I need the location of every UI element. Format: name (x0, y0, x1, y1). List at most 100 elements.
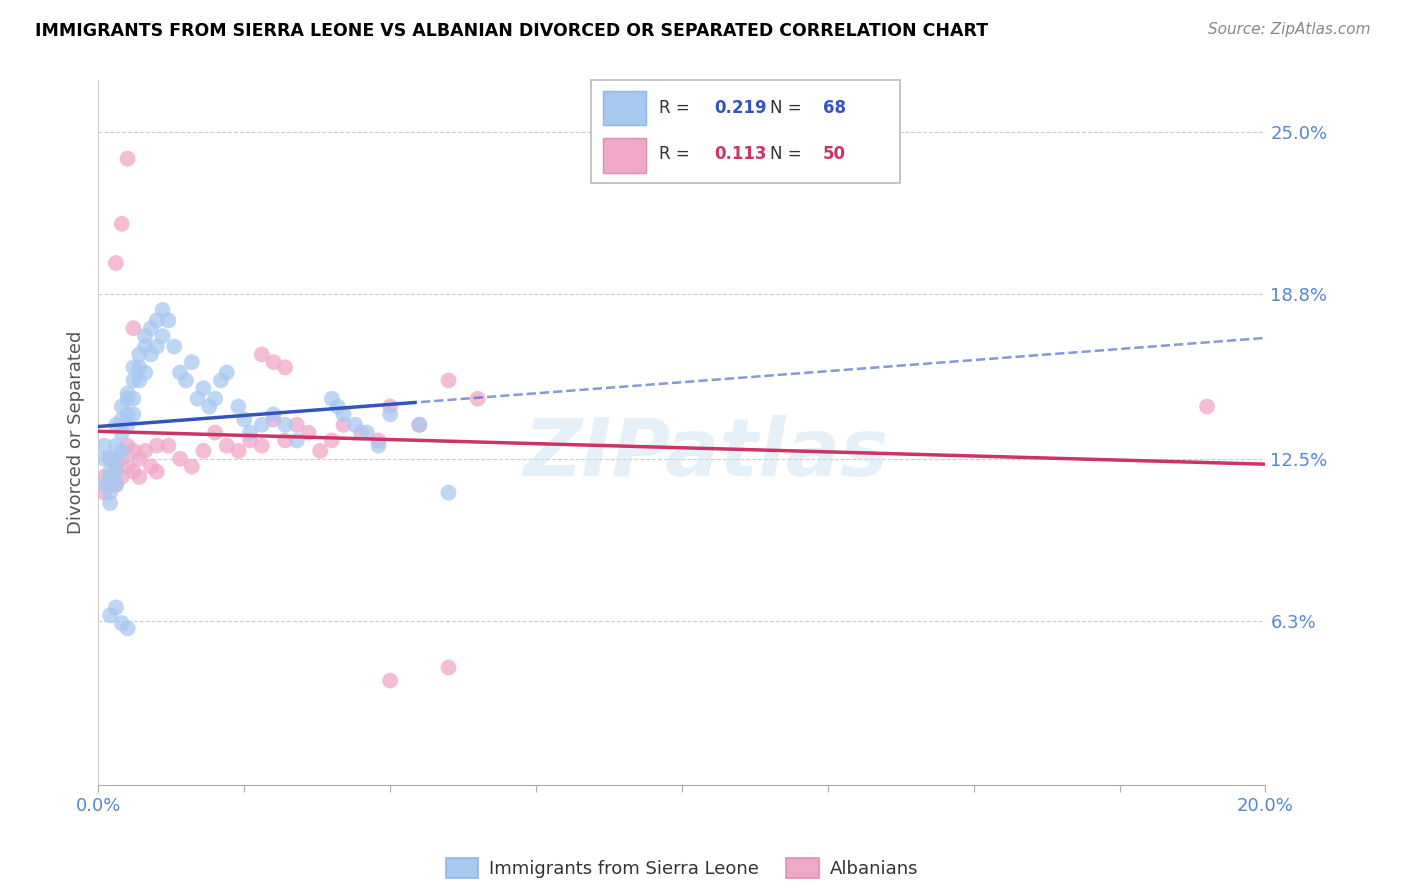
Point (332, 408, 354, 422)
Point (215, 439, 238, 453)
Point (437, 373, 460, 387)
Point (104, 439, 127, 453)
Point (437, 660, 460, 674)
Point (111, 470, 134, 484)
Point (187, 392, 209, 406)
Point (285, 434, 308, 448)
Point (134, 329, 156, 343)
Point (239, 434, 262, 448)
Point (344, 417, 367, 432)
Point (93, 485, 115, 500)
Point (239, 425, 262, 440)
Point (117, 386, 139, 401)
Point (117, 459, 139, 474)
Point (139, 347, 162, 361)
Point (285, 417, 308, 432)
Point (437, 485, 460, 500)
Text: 0.219: 0.219 (714, 99, 766, 117)
Point (139, 321, 162, 335)
Point (180, 459, 202, 474)
Point (332, 417, 354, 432)
Point (98, 496, 121, 510)
Point (122, 360, 145, 375)
Point (152, 302, 174, 317)
Point (98, 451, 121, 466)
Point (1195, 400, 1218, 414)
FancyBboxPatch shape (591, 80, 900, 183)
Point (122, 373, 145, 387)
Point (104, 256, 127, 270)
Point (321, 392, 343, 406)
Point (122, 443, 145, 458)
Point (128, 451, 150, 466)
Point (122, 321, 145, 335)
Point (98, 470, 121, 484)
Point (169, 366, 191, 380)
Point (128, 360, 150, 375)
Text: IMMIGRANTS FROM SIERRA LEONE VS ALBANIAN DIVORCED OR SEPARATED CORRELATION CHART: IMMIGRANTS FROM SIERRA LEONE VS ALBANIAN… (35, 22, 988, 40)
Point (204, 392, 226, 406)
Text: 0.113: 0.113 (714, 145, 766, 163)
Point (274, 417, 297, 432)
Point (163, 339, 186, 353)
Point (250, 439, 273, 453)
Text: Source: ZipAtlas.com: Source: ZipAtlas.com (1208, 22, 1371, 37)
Y-axis label: Divorced or Separated: Divorced or Separated (66, 331, 84, 534)
Point (117, 439, 139, 453)
Point (98, 451, 121, 466)
Point (134, 339, 156, 353)
Point (204, 425, 226, 440)
Point (122, 392, 145, 406)
Text: N =: N = (770, 145, 807, 163)
Point (93, 478, 115, 492)
Point (98, 608, 121, 623)
Point (146, 465, 169, 479)
Point (262, 408, 284, 422)
Point (356, 425, 378, 440)
Point (215, 366, 238, 380)
Point (262, 355, 284, 369)
Point (98, 478, 121, 492)
Legend: Immigrants from Sierra Leone, Albanians: Immigrants from Sierra Leone, Albanians (439, 850, 925, 886)
Point (104, 459, 127, 474)
Point (122, 465, 145, 479)
Point (350, 425, 373, 440)
Point (93, 451, 115, 466)
Point (157, 439, 180, 453)
Point (111, 412, 134, 426)
Point (93, 439, 115, 453)
Point (326, 400, 349, 414)
Point (367, 434, 389, 448)
Point (152, 329, 174, 343)
Point (128, 373, 150, 387)
Point (380, 400, 402, 414)
Point (111, 400, 134, 414)
Point (198, 400, 221, 414)
Point (297, 425, 319, 440)
Point (193, 381, 215, 395)
Point (111, 443, 134, 458)
Point (104, 478, 127, 492)
Point (157, 313, 180, 327)
Point (228, 443, 250, 458)
Point (274, 434, 297, 448)
Text: 50: 50 (823, 145, 845, 163)
Point (250, 417, 273, 432)
Point (128, 470, 150, 484)
Point (250, 347, 273, 361)
Point (228, 400, 250, 414)
Point (262, 412, 284, 426)
Point (174, 373, 197, 387)
Point (367, 439, 389, 453)
Point (146, 339, 169, 353)
Point (104, 465, 127, 479)
Point (93, 470, 115, 484)
Point (193, 443, 215, 458)
Point (104, 417, 127, 432)
Point (117, 621, 139, 635)
Point (111, 425, 134, 440)
Point (117, 417, 139, 432)
Point (209, 373, 232, 387)
Point (408, 417, 430, 432)
Point (122, 408, 145, 422)
